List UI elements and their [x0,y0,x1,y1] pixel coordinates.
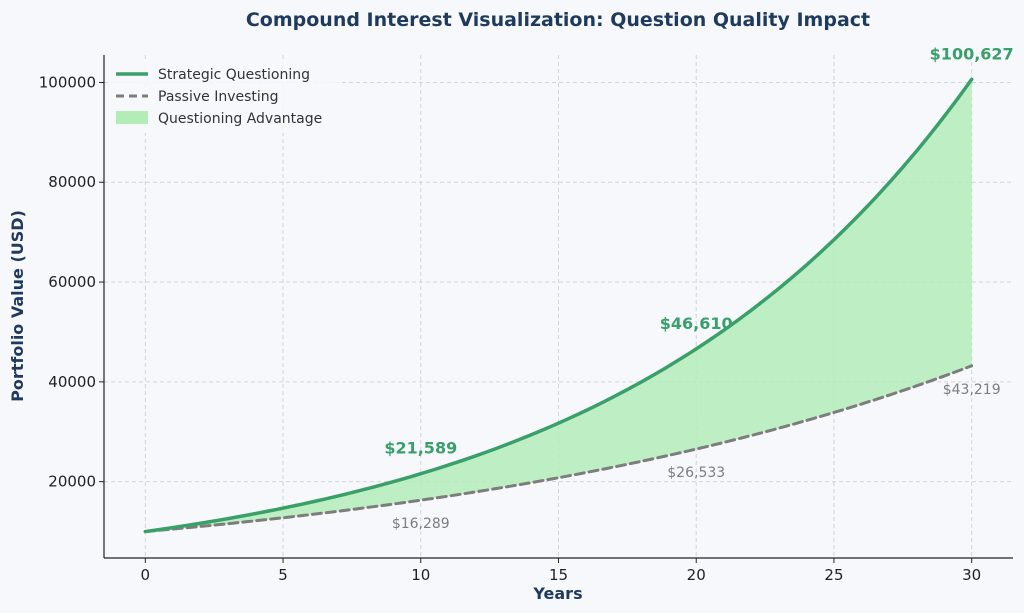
advantage-fill-layer [145,79,972,532]
series-layer [143,77,974,534]
legend-label-passive: Passive Investing [158,89,279,105]
x-tick-label-3: 15 [549,566,568,584]
data-annotations: $21,589 $46,610 $100,627 $16,289 $26,533 $43,… [384,44,1013,532]
y-axis-ticks: 20000 40000 60000 80000 100000 [39,73,104,491]
y-tick-label-0: 20000 [48,473,96,491]
x-tick-label-1: 5 [278,566,288,584]
y-tick-label-4: 100000 [39,73,96,91]
legend-swatch-advantage [116,111,148,124]
legend-label-strategic: Strategic Questioning [158,67,310,83]
y-tick-label-2: 60000 [48,273,96,291]
chart-title: Compound Interest Visualization: Questio… [246,9,870,31]
advantage-fill-area [145,79,972,532]
annotation-label-5: $43,219 [943,382,1001,398]
annotation-label-1: $46,610 [660,314,733,333]
legend: Strategic Questioning Passive Investing … [108,59,338,133]
y-axis-label: Portfolio Value (USD) [8,210,27,402]
series-line-passive [143,364,974,534]
y-tick-label-3: 80000 [48,173,96,191]
x-tick-label-4: 20 [687,566,706,584]
annotation-label-0: $21,589 [384,439,457,458]
legend-box [108,59,338,133]
annotation-label-4: $26,533 [667,465,725,481]
x-axis-label: Years [532,584,582,603]
x-tick-label-5: 25 [824,566,843,584]
x-axis-ticks: 0 5 10 15 20 25 30 [141,558,981,584]
series-line-strategic [143,77,974,534]
annotation-label-2: $100,627 [930,44,1014,63]
y-tick-label-1: 40000 [48,373,96,391]
legend-label-advantage: Questioning Advantage [158,111,322,127]
x-tick-label-0: 0 [141,566,151,584]
x-tick-label-6: 30 [962,566,981,584]
annotation-label-3: $16,289 [392,516,450,532]
x-tick-label-2: 10 [411,566,430,584]
